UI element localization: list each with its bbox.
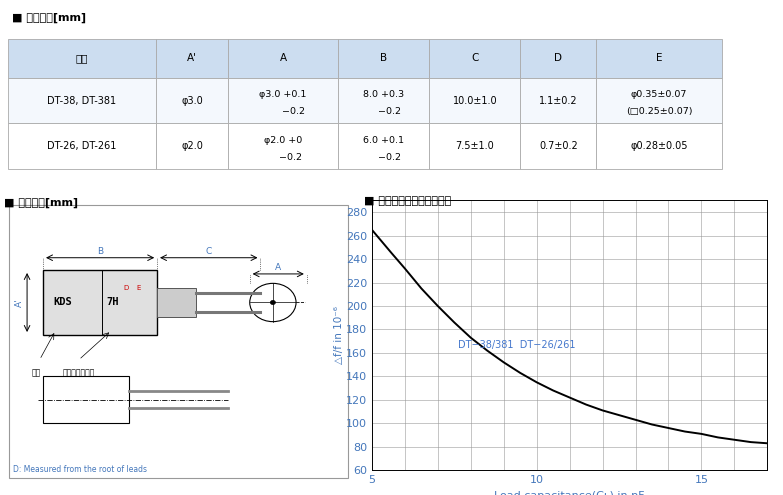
- Text: A: A: [280, 53, 287, 63]
- Text: D: Measured from the root of leads: D: Measured from the root of leads: [13, 465, 147, 474]
- Text: D: D: [124, 285, 129, 291]
- Text: 型名: 型名: [76, 53, 88, 63]
- Text: −0.2: −0.2: [264, 153, 302, 162]
- Text: −0.2: −0.2: [262, 107, 305, 116]
- Bar: [429, 39, 521, 78]
- Text: 1.1±0.2: 1.1±0.2: [539, 96, 578, 105]
- Circle shape: [250, 283, 296, 322]
- Text: φ3.0 +0.1: φ3.0 +0.1: [259, 90, 307, 99]
- Bar: [521, 123, 597, 169]
- Bar: [8, 39, 156, 78]
- Bar: [8, 123, 156, 169]
- Bar: [338, 123, 429, 169]
- Text: 6.0 +0.1: 6.0 +0.1: [363, 136, 404, 145]
- Bar: [521, 39, 597, 78]
- Text: 10.0±1.0: 10.0±1.0: [453, 96, 497, 105]
- Bar: [338, 78, 429, 123]
- Text: ■ 外形寸法[mm]: ■ 外形寸法[mm]: [4, 198, 78, 208]
- Circle shape: [270, 300, 276, 304]
- Bar: [597, 39, 722, 78]
- Text: D: D: [554, 53, 562, 63]
- Text: 8.0 +0.3: 8.0 +0.3: [363, 90, 404, 99]
- Text: −0.2: −0.2: [366, 153, 401, 162]
- Bar: [521, 78, 597, 123]
- Bar: [156, 123, 228, 169]
- Bar: [338, 39, 429, 78]
- Text: φ3.0: φ3.0: [181, 96, 203, 105]
- Text: B: B: [381, 53, 388, 63]
- Text: DT−38/381  DT−26/261: DT−38/381 DT−26/261: [457, 340, 575, 350]
- Text: −0.2: −0.2: [366, 107, 401, 116]
- Y-axis label: △f/f in 10⁻⁶: △f/f in 10⁻⁶: [334, 306, 345, 364]
- Text: φ2.0 +0: φ2.0 +0: [264, 136, 302, 145]
- Text: A: A: [275, 263, 281, 272]
- Bar: [8, 78, 156, 123]
- Text: φ0.28±0.05: φ0.28±0.05: [630, 141, 687, 151]
- Text: A': A': [15, 298, 23, 307]
- Text: ■ 負荷容量特性（代表例）: ■ 負荷容量特性（代表例）: [364, 196, 451, 205]
- Text: B: B: [97, 247, 103, 256]
- Text: A': A': [187, 53, 197, 63]
- Bar: [43, 270, 157, 335]
- Text: E: E: [136, 285, 141, 291]
- Bar: [429, 78, 521, 123]
- Text: 0.7±0.2: 0.7±0.2: [539, 141, 578, 151]
- Text: φ2.0: φ2.0: [181, 141, 203, 151]
- Text: 7.5±1.0: 7.5±1.0: [456, 141, 494, 151]
- Bar: [228, 39, 338, 78]
- Bar: [228, 123, 338, 169]
- Text: φ0.35±0.07: φ0.35±0.07: [631, 90, 687, 99]
- Text: DT-38, DT-381: DT-38, DT-381: [47, 96, 117, 105]
- Text: C: C: [471, 53, 478, 63]
- X-axis label: Load capacitance(Cʟ) in pF: Load capacitance(Cʟ) in pF: [494, 491, 645, 495]
- Text: KDS: KDS: [53, 297, 72, 307]
- Text: (□0.25±0.07): (□0.25±0.07): [626, 107, 692, 116]
- Text: DT-26, DT-261: DT-26, DT-261: [47, 141, 117, 151]
- Text: ■ 外形寸法[mm]: ■ 外形寸法[mm]: [12, 13, 86, 23]
- Text: 7H: 7H: [106, 297, 119, 307]
- Bar: [156, 78, 228, 123]
- Bar: [43, 376, 128, 423]
- Text: 社名: 社名: [31, 369, 41, 378]
- Bar: [429, 123, 521, 169]
- Text: C: C: [206, 247, 212, 256]
- Text: 製造ロット番号: 製造ロット番号: [63, 369, 95, 378]
- Bar: [157, 288, 197, 317]
- Bar: [156, 39, 228, 78]
- Bar: [597, 78, 722, 123]
- Bar: [597, 123, 722, 169]
- Text: E: E: [656, 53, 662, 63]
- Bar: [228, 78, 338, 123]
